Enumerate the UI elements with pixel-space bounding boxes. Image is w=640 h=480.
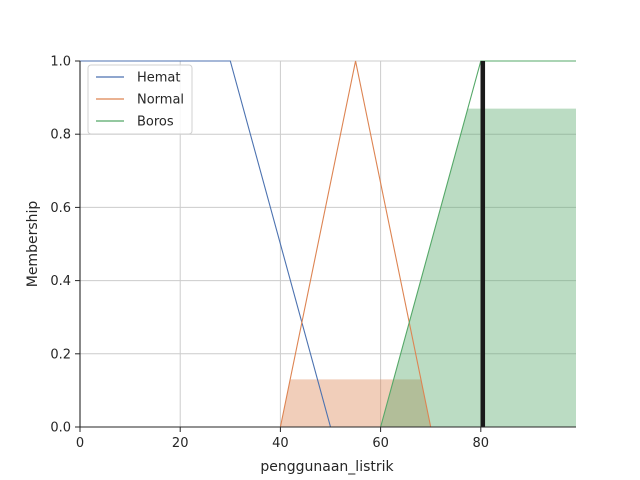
y-tick-label: 0.8 bbox=[50, 128, 71, 143]
activation-fill-boros bbox=[381, 108, 576, 427]
x-axis-label: penggunaan_listrik bbox=[260, 459, 394, 475]
y-axis-label: Membership bbox=[25, 201, 41, 288]
y-tick-label: 1.0 bbox=[50, 55, 71, 70]
legend-box bbox=[87, 64, 193, 135]
legend-label-hemat: Hemat bbox=[137, 71, 181, 86]
y-tick-label: 0.6 bbox=[50, 201, 71, 216]
activation-fill-normal bbox=[280, 379, 431, 427]
y-tick-label: 0.4 bbox=[50, 274, 71, 289]
x-tick-label: 0 bbox=[76, 436, 84, 451]
legend-label-normal: Normal bbox=[137, 93, 184, 108]
axes: 0 20 40 60 80 0.0 0.2 0.4 0.6 0.8 1.0 bbox=[50, 55, 576, 451]
x-tick-label: 20 bbox=[172, 436, 189, 451]
x-tick-label: 80 bbox=[473, 436, 490, 451]
legend: Hemat Normal Boros bbox=[87, 64, 193, 135]
x-tick-label: 60 bbox=[372, 436, 389, 451]
activation-fills bbox=[280, 108, 576, 427]
y-tick-label: 0.2 bbox=[50, 347, 71, 362]
x-tick-label: 40 bbox=[272, 436, 289, 451]
y-tick-label: 0.0 bbox=[50, 421, 71, 436]
legend-label-boros: Boros bbox=[137, 115, 174, 130]
